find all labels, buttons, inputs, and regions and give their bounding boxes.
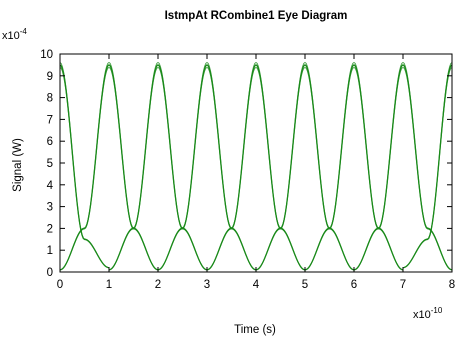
y-tick-label: 10 bbox=[40, 49, 53, 61]
y-tick-label: 5 bbox=[47, 158, 53, 170]
y-tick-label: 3 bbox=[47, 202, 53, 214]
x-multiplier-base: x10 bbox=[413, 309, 431, 321]
x-tick-label: 7 bbox=[400, 279, 406, 291]
x-tick-label: 2 bbox=[155, 279, 161, 291]
eye-trace-line bbox=[353, 66, 453, 271]
x-multiplier-exponent: -10 bbox=[431, 306, 443, 315]
y-multiplier: x10-4 bbox=[2, 27, 27, 42]
plot-lines bbox=[59, 61, 453, 271]
eye-trace-line bbox=[402, 67, 453, 269]
x-tick-label: 1 bbox=[106, 279, 112, 291]
eye-trace-line bbox=[108, 66, 208, 271]
eye-trace-line bbox=[157, 66, 257, 271]
eye-trace-line bbox=[59, 66, 159, 271]
y-tick-label: 1 bbox=[47, 245, 53, 257]
x-tick-label: 0 bbox=[57, 279, 63, 291]
plot-frame bbox=[59, 53, 453, 273]
axis-tick-labels: 0 1 2 3 4 5 6 7 8 0 1 2 3 4 5 6 7 8 9 10 bbox=[40, 49, 455, 291]
x-tick-label: 3 bbox=[204, 279, 210, 291]
y-tick-label: 4 bbox=[47, 180, 54, 192]
y-multiplier-exponent: -4 bbox=[20, 27, 28, 36]
eye-trace-line bbox=[59, 67, 110, 269]
eye-trace-line bbox=[304, 66, 404, 271]
y-tick-label: 0 bbox=[47, 267, 53, 279]
y-tick-label: 6 bbox=[47, 136, 53, 148]
chart-title: IstmpAt RCombine1 Eye Diagram bbox=[165, 10, 348, 22]
x-tick-label: 6 bbox=[351, 279, 357, 291]
y-tick-label: 7 bbox=[47, 114, 53, 126]
y-multiplier-base: x10 bbox=[2, 30, 20, 42]
y-tick-label: 8 bbox=[47, 93, 53, 105]
x-tick-label: 5 bbox=[302, 279, 308, 291]
x-tick-label: 8 bbox=[449, 279, 455, 291]
y-axis-label: Signal (W) bbox=[12, 138, 24, 192]
eye-trace-line bbox=[206, 66, 306, 271]
svg-text:x10-4: x10-4 bbox=[2, 27, 27, 42]
x-multiplier: x10-10 bbox=[413, 306, 443, 321]
y-tick-label: 9 bbox=[47, 71, 53, 83]
axis-ticks bbox=[59, 53, 453, 273]
svg-text:x10-10: x10-10 bbox=[413, 306, 443, 321]
x-axis-label: Time (s) bbox=[234, 324, 276, 336]
y-tick-label: 2 bbox=[47, 223, 53, 235]
x-tick-label: 4 bbox=[253, 279, 260, 291]
eye-trace-line bbox=[255, 66, 355, 271]
